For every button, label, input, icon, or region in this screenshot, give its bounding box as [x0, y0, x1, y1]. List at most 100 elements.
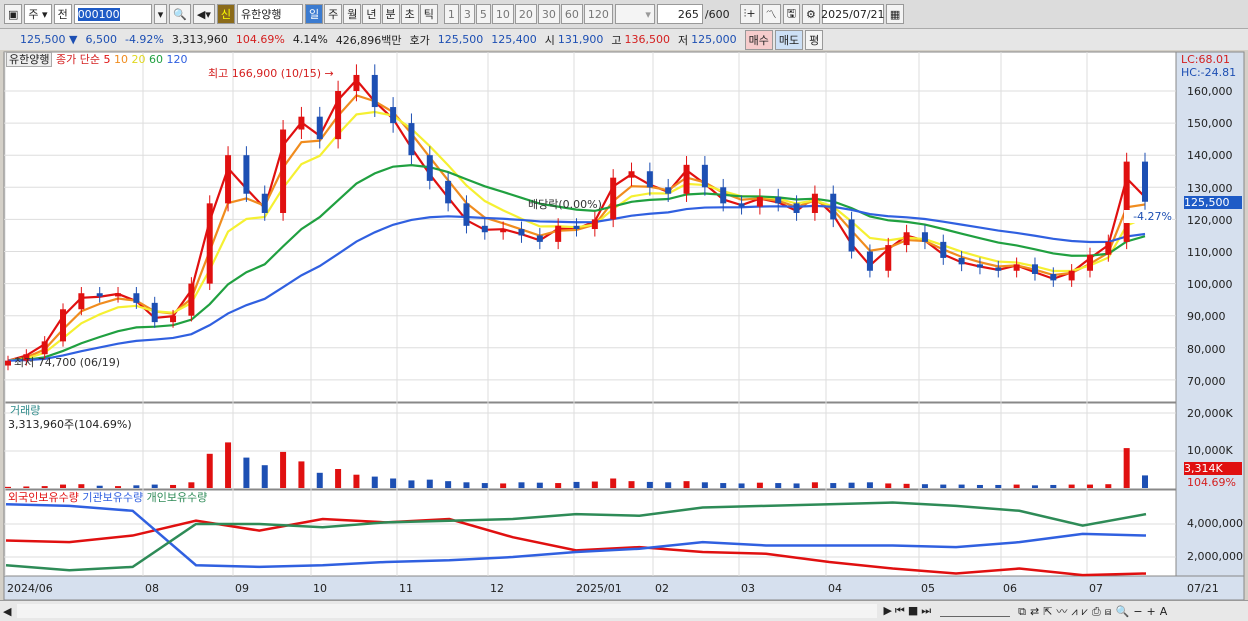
interval-5[interactable]: 5	[475, 4, 491, 24]
volume-bar	[665, 482, 672, 488]
date-axis-end: 07/21	[1187, 582, 1219, 595]
date-axis-label: 2024/06	[7, 582, 53, 595]
count-max: /600	[704, 7, 730, 21]
change: 6,500	[85, 33, 117, 46]
tab-year[interactable]: 년	[362, 4, 381, 24]
date-axis-label: 06	[1003, 582, 1017, 595]
interval-20[interactable]: 20	[514, 4, 537, 24]
playback-controls[interactable]: ▶⏮■⏭	[883, 604, 935, 617]
interval-30[interactable]: 30	[537, 4, 560, 24]
volume-bar	[96, 485, 103, 488]
buy-button[interactable]: 매수	[744, 29, 773, 50]
volume-bar	[958, 484, 965, 488]
date-axis-label: 02	[655, 582, 669, 595]
turnover: 4.14%	[292, 33, 328, 46]
date-axis-label: 2025/01	[576, 582, 622, 595]
indicator-add-icon[interactable]: 〽	[761, 4, 781, 24]
type-label: 주	[28, 8, 39, 21]
bottom-scrollbar[interactable]: ◀ ▶⏮■⏭ ⧉⇄⇱〰⩘⩗⎙⧈🔍−+A	[0, 600, 1248, 621]
individual-holding-line	[5, 501, 1147, 572]
ask-label: 호가	[409, 33, 430, 47]
search-icon[interactable]: 🔍	[169, 4, 191, 24]
volume-bar	[628, 481, 635, 488]
price-axis-label: 80,000	[1187, 342, 1226, 356]
volume-bar	[5, 486, 11, 488]
volume-bar	[1013, 484, 1020, 488]
period-tabs: 일 주 월 년 분 초 틱	[305, 4, 438, 24]
volume-bar	[408, 480, 415, 488]
interval-1[interactable]: 1	[443, 4, 459, 24]
volume-bar	[500, 483, 507, 488]
candle	[445, 180, 452, 204]
candle	[390, 107, 397, 124]
volume-bar	[481, 483, 488, 488]
stock-chart[interactable]	[0, 50, 1248, 600]
volume-bar	[885, 483, 892, 488]
sell-button[interactable]: 매도	[774, 29, 804, 50]
speaker-icon[interactable]: ◀▾	[192, 4, 215, 24]
volume-bar	[115, 486, 122, 488]
volume-bar	[811, 482, 818, 488]
date-axis-label: 07	[1089, 582, 1103, 595]
volume-bar	[940, 484, 947, 488]
avg-button[interactable]: 평	[805, 29, 824, 50]
candle	[1086, 254, 1093, 271]
candle	[628, 171, 635, 178]
chart-tools-icons[interactable]: ⧉⇄⇱〰⩘⩗⎙⧈🔍−+A	[1018, 605, 1172, 618]
volume-bar	[646, 481, 653, 488]
candle	[903, 232, 910, 246]
date-input[interactable]: 2025/07/21	[821, 4, 885, 24]
interval-60[interactable]: 60	[560, 4, 583, 24]
volume-bar	[188, 482, 195, 488]
stock-name-tag[interactable]: 유한양행	[6, 52, 53, 67]
open-label: 시	[544, 33, 555, 47]
volume-bar	[298, 461, 305, 488]
lc-value: LC:68.01	[1181, 53, 1231, 66]
candle	[78, 293, 85, 310]
zoom-slider[interactable]	[940, 605, 1011, 617]
volume-bar	[463, 482, 470, 488]
save-icon[interactable]: 🖫	[782, 4, 800, 24]
prev-button[interactable]: 전	[53, 4, 72, 24]
gear-icon[interactable]: ⚙	[801, 4, 820, 24]
quote-bar: 125,500 ▼ 6,500 -4.92% 3,313,960 104.69%…	[0, 28, 1248, 50]
candle	[665, 187, 672, 194]
tab-second[interactable]: 초	[400, 4, 419, 24]
interval-120[interactable]: 120	[583, 4, 613, 24]
price-legend: 유한양행 종가 단순 5 10 20 60 120	[6, 52, 187, 67]
type-select[interactable]: 주 ▾	[24, 4, 52, 24]
date-axis-label: 05	[921, 582, 935, 595]
date-axis-label: 09	[235, 582, 249, 595]
candle	[793, 203, 800, 213]
ma10-label: 10	[113, 53, 128, 66]
tab-week[interactable]: 주	[324, 4, 343, 24]
candle	[958, 257, 965, 265]
tab-day[interactable]: 일	[305, 4, 324, 24]
ma60-label: 60	[148, 53, 163, 66]
dropdown-icon[interactable]: ▾	[153, 4, 168, 24]
tab-minute[interactable]: 분	[381, 4, 400, 24]
volume-bar	[793, 483, 800, 488]
candle	[701, 164, 708, 188]
scroll-left-icon[interactable]: ◀	[3, 604, 12, 618]
interval-dropdown[interactable]: ▾	[614, 4, 655, 24]
count-input[interactable]: 265	[656, 4, 703, 24]
price-value: 125,500	[20, 33, 66, 46]
stock-name[interactable]: 유한양행	[237, 4, 304, 24]
candle	[481, 225, 488, 233]
interval-10[interactable]: 10	[491, 4, 514, 24]
candle	[1013, 264, 1020, 271]
tab-tick[interactable]: 틱	[419, 4, 438, 24]
candle	[536, 235, 543, 242]
panel-icon[interactable]: ▣	[4, 4, 23, 24]
calendar-icon[interactable]: ▦	[885, 4, 905, 24]
price: 125,500 ▼	[20, 33, 77, 46]
code-input[interactable]: 000100	[73, 4, 152, 24]
candle-add-icon[interactable]: ⫶+	[739, 4, 760, 24]
tab-month[interactable]: 월	[343, 4, 362, 24]
scroll-track[interactable]	[17, 604, 878, 618]
candle	[1105, 241, 1112, 255]
institution-legend: 기관보유수량	[82, 491, 144, 504]
volume-bar	[995, 484, 1002, 488]
interval-3[interactable]: 3	[459, 4, 475, 24]
